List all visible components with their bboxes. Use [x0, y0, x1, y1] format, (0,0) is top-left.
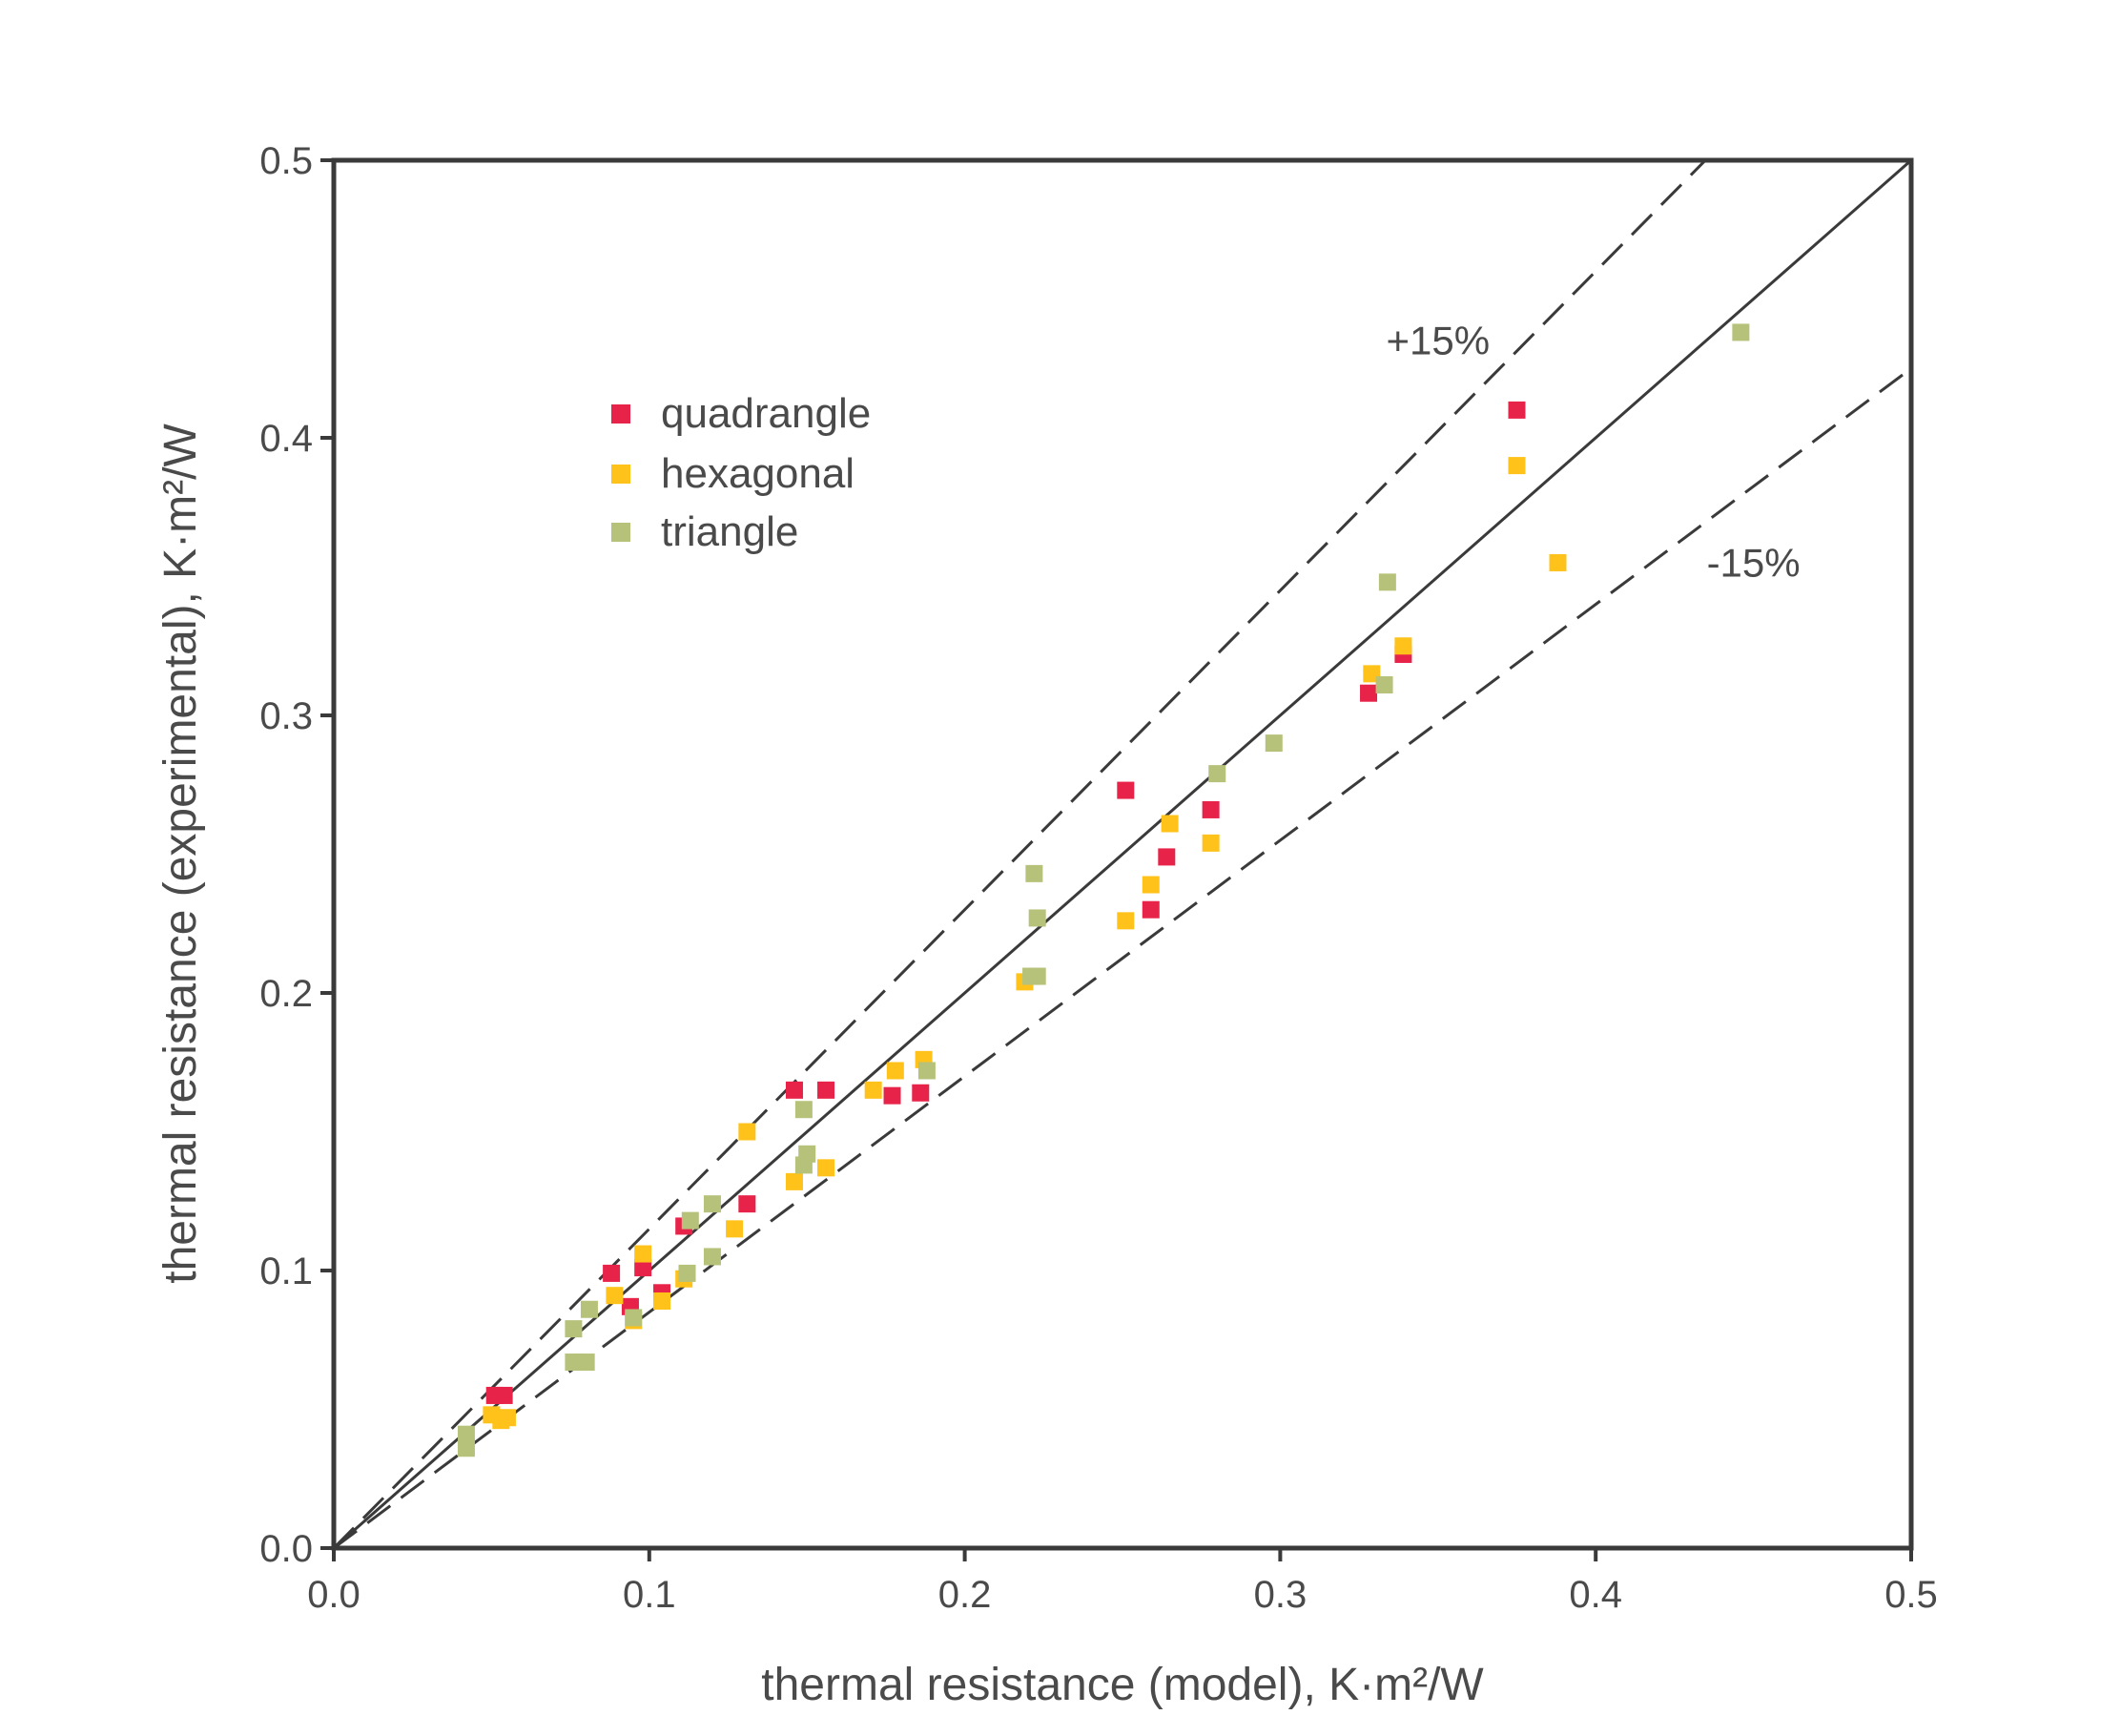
data-point-triangle — [1265, 734, 1283, 753]
data-point-hexagonal — [1117, 912, 1135, 930]
data-point-triangle — [703, 1195, 721, 1213]
reference-line-identity — [334, 160, 1911, 1548]
x-tick-label: 0.0 — [307, 1574, 360, 1616]
data-point-hexagonal — [1549, 553, 1567, 571]
data-point-triangle — [703, 1248, 721, 1266]
data-point-triangle — [1732, 323, 1750, 341]
data-point-triangle — [1028, 967, 1046, 985]
y-tick-label: 0.5 — [259, 140, 313, 182]
data-point-hexagonal — [817, 1159, 835, 1177]
data-point-hexagonal — [785, 1172, 803, 1190]
data-point-hexagonal — [726, 1220, 744, 1238]
y-axis-title: thermal resistance (experimental), K·m²/… — [155, 424, 206, 1284]
data-point-quadrangle — [1117, 781, 1135, 799]
data-point-triangle — [457, 1439, 475, 1457]
data-point-triangle — [457, 1425, 475, 1443]
data-point-triangle — [1375, 675, 1393, 693]
data-point-hexagonal — [1142, 876, 1160, 894]
x-tick-label: 0.2 — [938, 1574, 992, 1616]
data-point-triangle — [625, 1309, 643, 1327]
reference-line-plus-15 — [334, 160, 1708, 1548]
legend: quadrangle hexagonal triangle — [611, 390, 871, 555]
data-point-quadrangle — [1508, 401, 1526, 419]
data-point-hexagonal — [634, 1245, 652, 1263]
data-point-quadrangle — [1360, 684, 1378, 702]
data-point-hexagonal — [886, 1062, 904, 1080]
data-point-quadrangle — [634, 1259, 652, 1277]
data-point-quadrangle — [1202, 800, 1220, 818]
data-point-triangle — [1025, 864, 1043, 882]
y-tick-label: 0.1 — [259, 1250, 313, 1292]
minus-15-percent-label: -15% — [1707, 541, 1801, 586]
data-point-quadrangle — [1142, 900, 1160, 919]
data-point-triangle — [681, 1211, 699, 1230]
data-point-triangle — [577, 1354, 595, 1372]
data-point-triangle — [794, 1101, 813, 1119]
data-point-quadrangle — [603, 1264, 621, 1282]
data-point-hexagonal — [653, 1292, 671, 1311]
data-point-hexagonal — [1508, 457, 1526, 475]
reference-line-minus-15 — [334, 367, 1911, 1548]
y-tick-label: 0.4 — [259, 418, 313, 460]
data-point-triangle — [1208, 765, 1226, 783]
legend-marker-hexagonal — [611, 465, 630, 484]
data-point-triangle — [917, 1062, 936, 1080]
legend-label-triangle: triangle — [661, 508, 798, 555]
data-point-hexagonal — [1161, 815, 1179, 833]
plus-15-percent-label: +15% — [1387, 319, 1491, 363]
data-point-quadrangle — [738, 1195, 756, 1213]
plot-area-frame — [331, 157, 1914, 1551]
data-point-hexagonal — [606, 1287, 624, 1305]
data-point-quadrangle — [495, 1386, 513, 1404]
y-tick-label: 0.3 — [259, 695, 313, 737]
x-axis-title: thermal resistance (model), K·m²/W — [761, 1660, 1484, 1710]
data-point-triangle — [798, 1145, 816, 1163]
data-point-quadrangle — [785, 1081, 803, 1099]
y-tick-label: 0.0 — [259, 1528, 313, 1570]
legend-label-quadrangle: quadrangle — [661, 390, 871, 437]
x-tick-label: 0.5 — [1884, 1574, 1938, 1616]
data-point-quadrangle — [1158, 848, 1176, 866]
data-point-hexagonal — [864, 1081, 882, 1099]
data-point-hexagonal — [1202, 834, 1220, 852]
y-tick-label: 0.2 — [259, 973, 313, 1015]
legend-marker-quadrangle — [611, 404, 630, 424]
x-tick-label: 0.1 — [623, 1574, 676, 1616]
x-tick-label: 0.4 — [1569, 1574, 1622, 1616]
data-point-triangle — [580, 1300, 598, 1318]
data-point-hexagonal — [738, 1123, 756, 1141]
data-point-hexagonal — [1394, 637, 1412, 655]
data-point-quadrangle — [883, 1086, 901, 1105]
legend-label-hexagonal: hexagonal — [661, 450, 855, 497]
data-point-triangle — [565, 1320, 583, 1338]
data-point-triangle — [1378, 573, 1396, 591]
data-point-triangle — [678, 1264, 696, 1282]
data-point-hexagonal — [498, 1409, 516, 1427]
x-tick-label: 0.3 — [1254, 1574, 1308, 1616]
legend-marker-triangle — [611, 523, 630, 542]
data-point-quadrangle — [912, 1084, 930, 1102]
data-point-quadrangle — [817, 1081, 835, 1099]
data-point-triangle — [1028, 909, 1046, 927]
